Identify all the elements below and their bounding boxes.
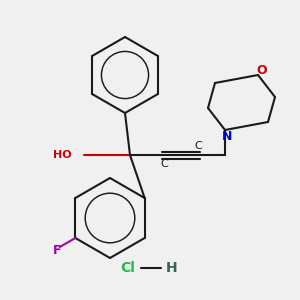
Text: O: O [257, 64, 267, 77]
Text: HO: HO [53, 150, 72, 160]
Text: H: H [166, 261, 178, 275]
Text: C: C [194, 141, 202, 151]
Text: C: C [160, 159, 168, 169]
Text: Cl: Cl [121, 261, 135, 275]
Text: F: F [52, 244, 61, 256]
Text: N: N [222, 130, 232, 142]
